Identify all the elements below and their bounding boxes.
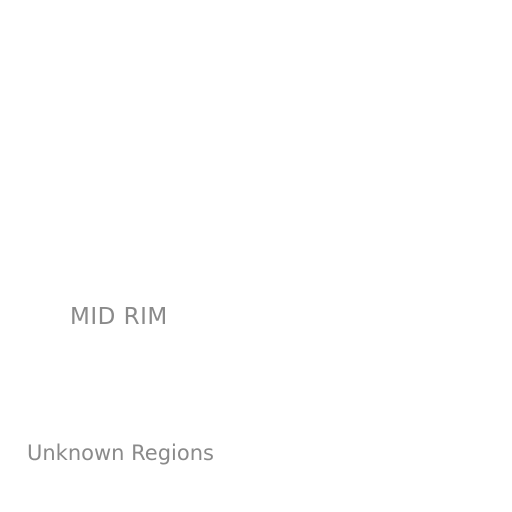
- region-label-mid-rim: MID RIM: [70, 304, 168, 330]
- region-label-unknown-regions: Unknown Regions: [27, 441, 214, 465]
